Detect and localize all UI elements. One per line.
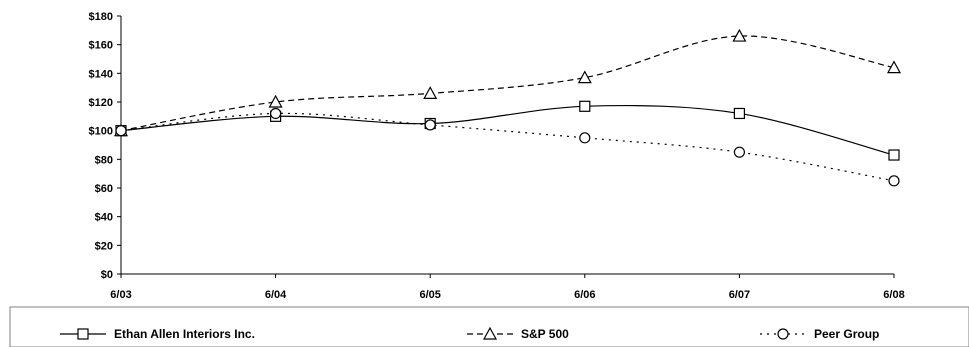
series-point-2 bbox=[115, 125, 127, 137]
series-point-2 bbox=[733, 146, 746, 158]
series-point-0 bbox=[888, 149, 900, 161]
series-point-1 bbox=[732, 28, 747, 42]
series-point-2 bbox=[270, 107, 282, 120]
x-tick-label: 6/03 bbox=[110, 289, 131, 301]
series-point-1 bbox=[423, 86, 438, 100]
x-tick-label: 6/06 bbox=[574, 289, 595, 301]
y-tick-label: $0 bbox=[101, 269, 113, 281]
y-tick-label: $20 bbox=[95, 240, 113, 252]
chart-legend: Ethan Allen Interiors Inc. S&P 500 Peer Gr… bbox=[9, 306, 969, 347]
series-point-0 bbox=[579, 100, 591, 112]
series-line-1 bbox=[120, 35, 895, 132]
legend-box bbox=[9, 306, 969, 347]
y-tick-label: $60 bbox=[95, 183, 113, 195]
x-axis-ticks: 6/03 6/04 6/05 6/06 6/07 6/08 bbox=[110, 274, 905, 301]
y-tick-label: $80 bbox=[95, 154, 113, 166]
legend-label-2: Peer Group bbox=[814, 327, 879, 341]
series-line-0 bbox=[120, 104, 895, 156]
y-tick-label: $120 bbox=[89, 97, 113, 109]
y-tick-label: $100 bbox=[89, 126, 113, 138]
chart-axes bbox=[120, 16, 894, 275]
y-tick-label: $180 bbox=[89, 11, 113, 23]
x-tick-label: 6/04 bbox=[265, 289, 287, 301]
y-tick-label: $40 bbox=[95, 212, 113, 224]
legend-marker-0 bbox=[77, 328, 89, 340]
x-tick-label: 6/07 bbox=[729, 289, 750, 301]
series-line-2 bbox=[120, 112, 895, 182]
legend-marker-2 bbox=[777, 328, 789, 340]
series-point-1 bbox=[577, 70, 592, 84]
y-tick-label: $140 bbox=[89, 68, 113, 80]
x-tick-label: 6/08 bbox=[883, 289, 904, 301]
x-tick-label: 6/05 bbox=[419, 289, 440, 301]
series-point-2 bbox=[424, 119, 436, 131]
y-tick-label: $160 bbox=[89, 40, 113, 52]
legend-label-1: S&P 500 bbox=[521, 327, 569, 341]
series-point-1 bbox=[268, 94, 283, 108]
series-point-2 bbox=[888, 175, 900, 187]
chart-series bbox=[113, 28, 902, 187]
legend-label-0: Ethan Allen Interiors Inc. bbox=[114, 327, 255, 341]
legend-marker-1 bbox=[482, 326, 498, 340]
y-axis-ticks: $0 $20 $40 $60 $80 $100 $120 $140 $160 $180 bbox=[89, 11, 121, 281]
series-point-0 bbox=[733, 107, 746, 120]
series-point-1 bbox=[886, 60, 902, 74]
series-point-2 bbox=[579, 132, 591, 144]
